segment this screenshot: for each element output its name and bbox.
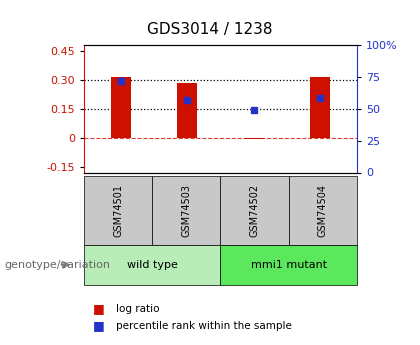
Text: genotype/variation: genotype/variation	[4, 260, 110, 270]
Text: ■: ■	[92, 319, 104, 333]
Bar	[177, 82, 197, 138]
Text: GSM74503: GSM74503	[181, 184, 192, 237]
Text: GDS3014 / 1238: GDS3014 / 1238	[147, 22, 273, 37]
Text: wild type: wild type	[127, 260, 178, 270]
Text: log ratio: log ratio	[116, 304, 159, 314]
Text: percentile rank within the sample: percentile rank within the sample	[116, 321, 291, 331]
Text: GSM74501: GSM74501	[113, 184, 123, 237]
Text: ■: ■	[92, 302, 104, 315]
Bar	[110, 77, 131, 138]
Bar	[310, 77, 331, 138]
Bar	[244, 138, 264, 139]
Text: mmi1 mutant: mmi1 mutant	[251, 260, 327, 270]
Text: GSM74502: GSM74502	[249, 184, 260, 237]
Text: GSM74504: GSM74504	[318, 184, 328, 237]
